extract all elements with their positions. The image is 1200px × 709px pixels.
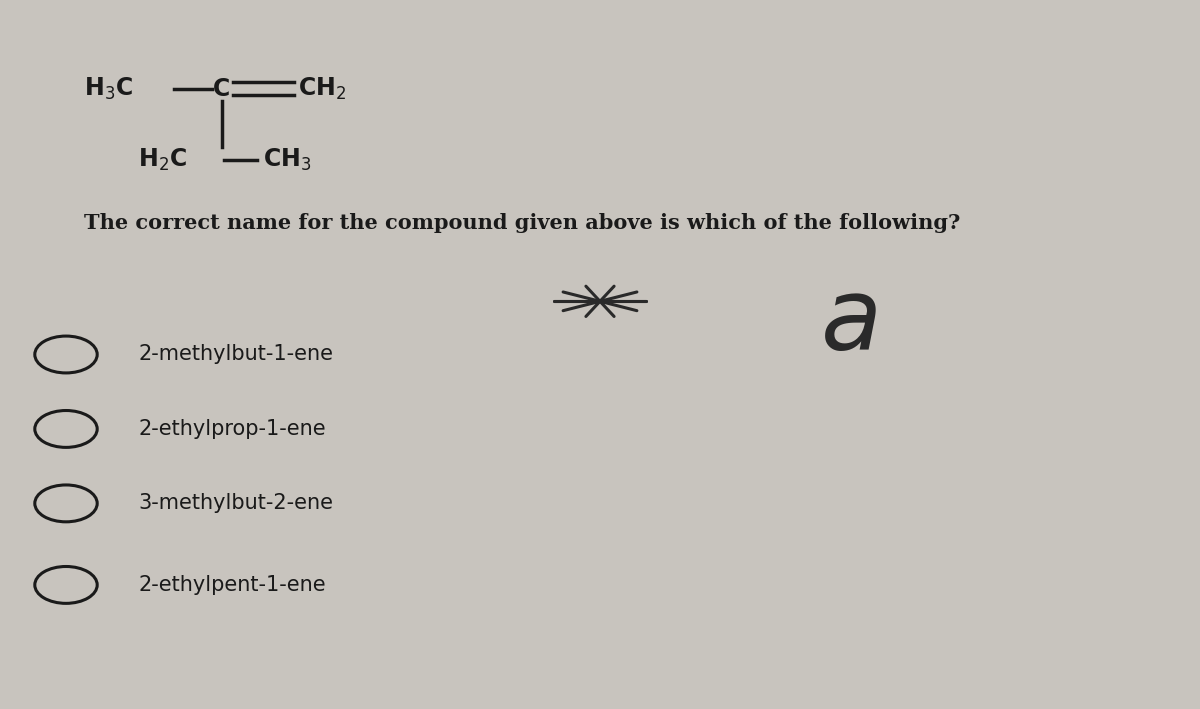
Text: 2-ethylpent-1-ene: 2-ethylpent-1-ene [138, 575, 325, 595]
Text: CH$_2$: CH$_2$ [298, 76, 346, 101]
Text: 3-methylbut-2-ene: 3-methylbut-2-ene [138, 493, 334, 513]
Text: H$_3$C: H$_3$C [84, 76, 133, 101]
Text: 2-methylbut-1-ene: 2-methylbut-1-ene [138, 345, 334, 364]
Text: H$_2$C: H$_2$C [138, 147, 187, 172]
Text: C: C [214, 77, 230, 101]
Text: a: a [821, 274, 883, 371]
Text: The correct name for the compound given above is which of the following?: The correct name for the compound given … [84, 213, 960, 233]
Text: 2-ethylprop-1-ene: 2-ethylprop-1-ene [138, 419, 325, 439]
Text: CH$_3$: CH$_3$ [263, 147, 311, 172]
